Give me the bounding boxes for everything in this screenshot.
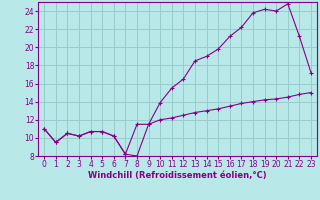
- X-axis label: Windchill (Refroidissement éolien,°C): Windchill (Refroidissement éolien,°C): [88, 171, 267, 180]
